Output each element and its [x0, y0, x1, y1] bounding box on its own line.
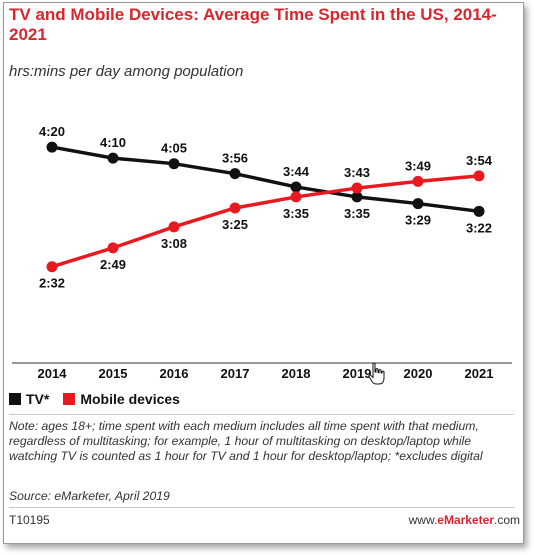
chart-card — [3, 2, 524, 544]
divider — [9, 414, 514, 415]
data-point-mobile — [46, 261, 58, 273]
data-point-mobile — [229, 202, 241, 214]
legend-item-tv: TV* — [9, 391, 49, 407]
legend-label-mobile: Mobile devices — [80, 391, 180, 407]
brand-suffix: .com — [493, 513, 520, 527]
data-label-mobile: 3:54 — [466, 153, 493, 168]
data-point-mobile — [107, 242, 119, 254]
data-point-tv — [473, 205, 485, 217]
data-point-mobile — [473, 170, 485, 182]
brand-link[interactable]: www.eMarketer.com — [409, 513, 520, 527]
data-point-mobile — [168, 221, 180, 233]
divider — [9, 507, 514, 508]
x-tick-label: 2018 — [282, 366, 311, 381]
x-tick-label: 2017 — [221, 366, 250, 381]
chart-source: Source: eMarketer, April 2019 — [9, 489, 170, 503]
data-label-tv: 4:10 — [100, 135, 126, 150]
data-label-tv: 4:20 — [39, 124, 65, 139]
series-line-tv — [51, 145, 480, 214]
line-chart: 2014 2015 2016 2017 2018 2019 2020 2021 4:20 4:1… — [12, 124, 512, 381]
x-tick-label: 2016 — [160, 366, 189, 381]
data-label-tv: 3:29 — [405, 213, 431, 228]
legend: TV* Mobile devices — [9, 391, 194, 407]
x-tick-label: 2019 — [343, 366, 372, 381]
legend-label-tv: TV* — [26, 391, 50, 407]
chart-note: Note: ages 18+; time spent with each med… — [9, 419, 483, 463]
legend-swatch-tv — [9, 393, 21, 405]
data-label-mobile: 3:35 — [283, 206, 309, 221]
data-label-mobile: 2:32 — [39, 276, 65, 291]
data-point-tv — [229, 168, 241, 180]
data-label-tv: 3:56 — [222, 151, 248, 166]
data-label-mobile: 3:43 — [344, 165, 370, 180]
data-point-tv — [168, 158, 180, 170]
x-tick-label: 2021 — [465, 366, 494, 381]
chart-subtitle: hrs:mins per day among population — [9, 63, 244, 80]
legend-swatch-mobile — [63, 393, 76, 405]
series-layer — [46, 141, 485, 273]
data-point-mobile — [412, 175, 424, 187]
brand-name: eMarketer — [437, 513, 494, 527]
data-label-tv: 3:35 — [344, 206, 370, 221]
data-point-mobile — [290, 191, 302, 203]
data-point-mobile — [351, 182, 363, 194]
data-label-tv: 3:44 — [283, 164, 310, 179]
data-label-mobile: 3:49 — [405, 158, 431, 173]
data-label-mobile: 2:49 — [100, 257, 126, 272]
chart-id: T10195 — [9, 513, 50, 527]
data-point-tv — [412, 198, 424, 210]
data-label-mobile: 3:08 — [161, 236, 187, 251]
legend-item-mobile: Mobile devices — [63, 391, 180, 407]
x-tick-label: 2020 — [404, 366, 433, 381]
data-point-tv — [107, 152, 119, 164]
data-label-mobile: 3:25 — [222, 217, 248, 232]
data-point-tv — [351, 191, 363, 203]
brand-prefix: www. — [408, 513, 438, 527]
data-labels: 4:20 4:10 4:05 3:56 3:44 3:35 3:29 3:22 2:32 2:49… — [39, 124, 493, 291]
data-label-tv: 3:22 — [466, 220, 492, 235]
chart-title: TV and Mobile Devices: Average Time Spen… — [9, 5, 497, 44]
series-line-mobile — [51, 174, 480, 269]
x-tick-label: 2015 — [99, 366, 128, 381]
data-label-tv: 4:05 — [161, 141, 187, 156]
data-point-tv — [46, 141, 58, 153]
x-axis: 2014 2015 2016 2017 2018 2019 2020 2021 — [12, 362, 512, 381]
hand-pointer-icon — [368, 362, 385, 385]
x-tick-label: 2014 — [38, 366, 68, 381]
data-point-tv — [290, 181, 302, 193]
